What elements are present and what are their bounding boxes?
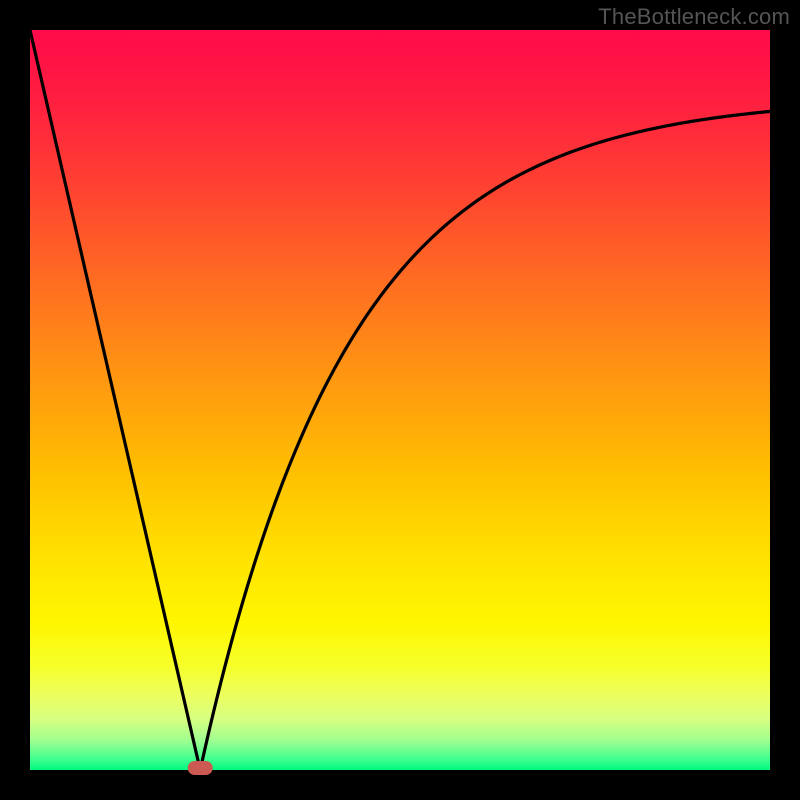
optimal-point-marker [188,762,212,775]
watermark-text: TheBottleneck.com [598,4,790,30]
plot-background [30,30,770,770]
chart-container: TheBottleneck.com [0,0,800,800]
bottleneck-chart [0,0,800,800]
